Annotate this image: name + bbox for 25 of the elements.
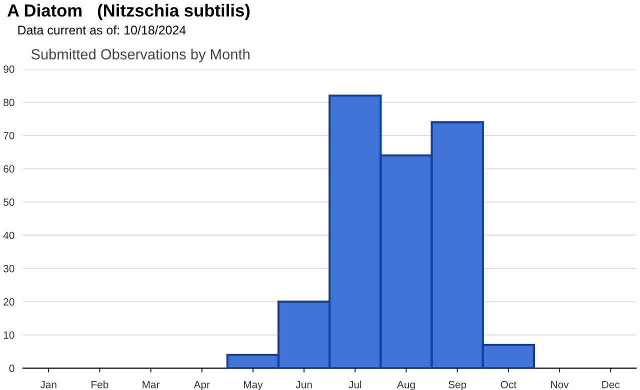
x-tick-label: Oct [500,380,516,388]
x-tick-label: Apr [194,381,210,390]
x-tick-label: May [244,381,263,390]
y-tick-label: 0 [9,364,14,372]
y-tick-label: 90 [4,66,14,73]
text: Submitted Observations by Month [31,48,250,62]
x-tick-label: Sep [448,380,466,390]
y-tick-label: 60 [4,165,14,173]
x-tick-label: Mar [142,381,160,388]
y-tick-label: 50 [4,198,14,206]
chart-subtitle: Data current as of: 10/18/2024 [18,25,186,35]
y-tick-label: 20 [4,298,14,306]
x-tick-label: Jan [40,381,56,388]
x-tick-label: Jun [296,381,312,388]
y-tick-label: 30 [4,264,14,272]
chart-title: A Diatom (Nitzschia subtilis) [7,4,250,20]
x-tick-label: Nov [551,381,569,388]
y-tick-label: 80 [4,98,14,106]
x-tick-label: Dec [602,381,620,388]
y-tick-label: 40 [3,232,14,240]
y-tick-label: 70 [4,132,14,140]
x-tick-label: Feb [92,380,108,388]
x-tick-label: Jul [348,380,362,388]
x-tick-label: Aug [396,381,415,390]
y-tick-label: 10 [4,331,14,339]
